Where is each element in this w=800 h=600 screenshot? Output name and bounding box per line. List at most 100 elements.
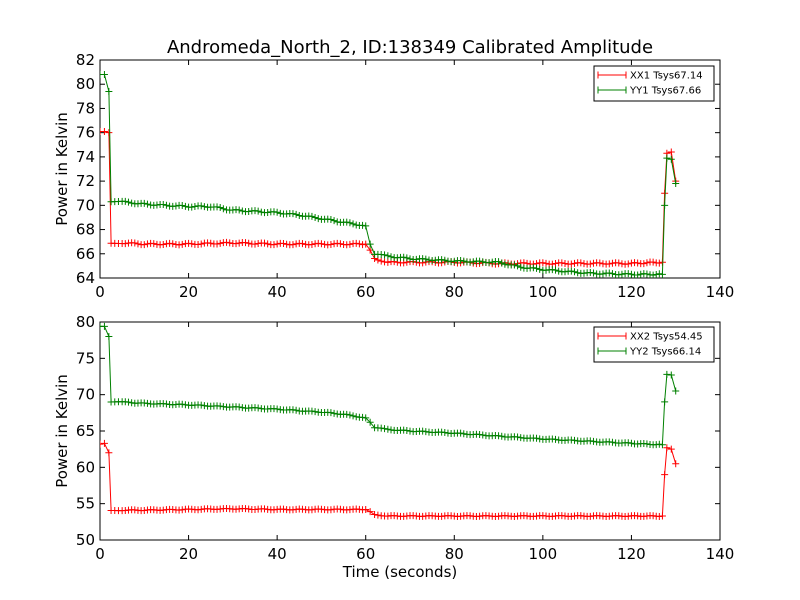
data-point bbox=[121, 197, 129, 205]
data-point bbox=[100, 127, 108, 135]
legend-label: YY1 Tsys67.66 bbox=[629, 86, 701, 97]
data-point bbox=[637, 270, 645, 278]
y-tick-label: 66 bbox=[76, 245, 95, 263]
data-point bbox=[608, 270, 616, 278]
data-point bbox=[128, 199, 136, 207]
data-point bbox=[596, 259, 604, 267]
data-point bbox=[627, 270, 635, 278]
data-point bbox=[292, 210, 300, 218]
x-axis-label: Time (seconds) bbox=[342, 563, 458, 581]
data-point bbox=[672, 180, 680, 188]
data-point bbox=[213, 240, 221, 248]
data-point bbox=[260, 239, 268, 247]
data-point bbox=[346, 240, 354, 248]
data-point bbox=[495, 258, 503, 266]
data-point bbox=[567, 260, 575, 268]
y-tick-label: 70 bbox=[76, 386, 95, 404]
data-point bbox=[124, 398, 132, 406]
legend-box bbox=[593, 65, 715, 102]
data-point bbox=[655, 259, 663, 267]
data-point bbox=[460, 430, 468, 438]
data-point bbox=[627, 439, 635, 447]
data-point bbox=[232, 240, 240, 248]
data-point bbox=[431, 256, 439, 264]
data-point bbox=[533, 434, 541, 442]
series-1 bbox=[100, 439, 680, 520]
x-tick-label: 140 bbox=[706, 283, 735, 301]
x-tick-label: 20 bbox=[179, 283, 198, 301]
data-point bbox=[667, 445, 675, 453]
data-point bbox=[419, 255, 427, 263]
data-point bbox=[143, 200, 151, 208]
data-point bbox=[643, 270, 651, 278]
data-point bbox=[207, 239, 215, 247]
data-point bbox=[589, 269, 597, 277]
legend-label: XX1 Tsys67.14 bbox=[630, 71, 703, 82]
data-point bbox=[589, 437, 597, 445]
data-point bbox=[498, 259, 506, 267]
data-point bbox=[362, 414, 370, 422]
data-point bbox=[105, 333, 113, 341]
data-point bbox=[672, 387, 680, 395]
data-point bbox=[254, 240, 262, 248]
chart-panel-1: 0 20 40 60 80 100 120 140 64 66 68 70 72 74 76 78 80 82 Po… bbox=[53, 51, 734, 301]
data-point bbox=[634, 259, 642, 267]
y-tick-label: 60 bbox=[76, 458, 95, 476]
data-point bbox=[169, 240, 177, 248]
y-tick-label: 78 bbox=[76, 99, 95, 117]
y-tick-label: 72 bbox=[76, 172, 95, 190]
data-point bbox=[359, 221, 367, 229]
data-point bbox=[194, 241, 202, 249]
data-point bbox=[235, 206, 243, 214]
data-point bbox=[270, 241, 278, 249]
series-1 bbox=[100, 127, 680, 268]
data-point bbox=[624, 260, 632, 268]
data-point bbox=[533, 264, 541, 272]
legend-marker bbox=[597, 71, 627, 79]
data-point bbox=[529, 264, 537, 272]
y-tick-label: 50 bbox=[76, 531, 95, 549]
data-point bbox=[308, 407, 316, 415]
data-point bbox=[235, 403, 243, 411]
legend: XX2 Tsys54.45 YY2 Tsys66.14 bbox=[593, 326, 715, 363]
data-point bbox=[552, 259, 560, 267]
data-point bbox=[438, 256, 446, 264]
x-tick-label: 0 bbox=[95, 283, 105, 301]
data-point bbox=[567, 267, 575, 275]
data-point bbox=[640, 260, 648, 268]
x-tick-label: 100 bbox=[529, 283, 558, 301]
data-point bbox=[254, 207, 262, 215]
data-point bbox=[100, 440, 104, 448]
data-point bbox=[366, 418, 374, 426]
data-point bbox=[412, 255, 420, 263]
data-point bbox=[264, 240, 272, 248]
data-point bbox=[153, 201, 161, 209]
data-point bbox=[634, 271, 642, 278]
data-point bbox=[384, 258, 392, 266]
data-point bbox=[105, 129, 113, 137]
data-point bbox=[105, 449, 113, 457]
data-point bbox=[476, 430, 484, 438]
data-point bbox=[308, 212, 316, 220]
data-point bbox=[308, 241, 316, 249]
data-point bbox=[536, 435, 544, 443]
data-point bbox=[366, 240, 374, 248]
data-point bbox=[343, 410, 351, 418]
data-point bbox=[257, 208, 265, 216]
data-point bbox=[384, 425, 392, 433]
x-tick-label: 120 bbox=[617, 283, 646, 301]
data-point bbox=[615, 259, 623, 267]
data-point bbox=[577, 259, 585, 267]
data-point bbox=[213, 203, 221, 211]
data-point bbox=[377, 257, 385, 265]
x-tick-label: 40 bbox=[268, 283, 287, 301]
data-point bbox=[264, 208, 272, 216]
y-tick-label: 82 bbox=[76, 51, 95, 69]
data-point bbox=[479, 431, 487, 439]
data-point bbox=[605, 260, 613, 268]
data-point bbox=[485, 259, 493, 267]
data-point bbox=[289, 210, 297, 218]
figure-title: Andromeda_North_2, ID:138349 Calibrated … bbox=[167, 37, 653, 58]
data-point bbox=[661, 398, 669, 406]
